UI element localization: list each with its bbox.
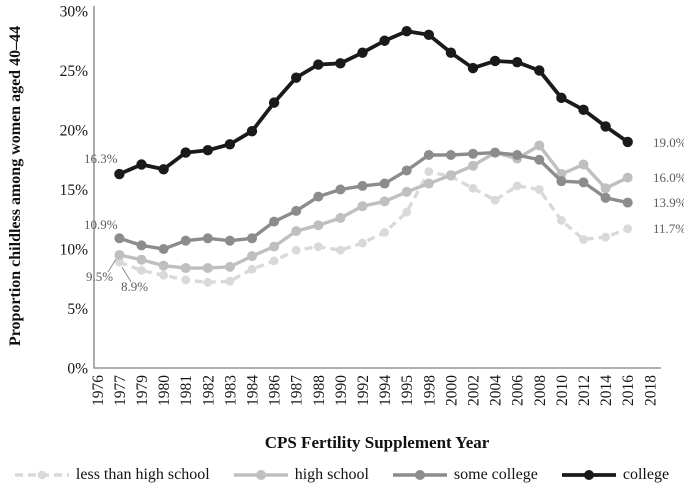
x-axis-tick-labels: 1976 1977 1979 1980 1981 1982 1983 1984 1986 1987… xyxy=(90,375,659,406)
svg-text:1995: 1995 xyxy=(399,375,416,406)
legend: less than high school high school some col… xyxy=(0,466,684,484)
legend-line-swatch-icon xyxy=(392,470,447,480)
legend-item-college: college xyxy=(561,466,670,484)
svg-text:1976: 1976 xyxy=(90,375,107,406)
svg-text:2006: 2006 xyxy=(510,375,527,406)
svg-text:1982: 1982 xyxy=(200,375,217,406)
series-some-college xyxy=(114,147,633,254)
value-annotations: 16.3% 10.9% 9.5% 8.9% 19.0% 16.0% 13.9% 11.7% xyxy=(84,135,684,294)
legend-item-some-college: some college xyxy=(392,466,538,484)
y-axis-tick-labels: 0% 5% 10% 15% 20% 25% 30% xyxy=(60,4,89,378)
svg-text:1988: 1988 xyxy=(311,375,328,406)
legend-label: college xyxy=(622,466,670,483)
legend-item-less-than-high-school: less than high school xyxy=(14,466,210,484)
annotation-leader-line xyxy=(107,258,117,273)
svg-text:5%: 5% xyxy=(67,301,88,318)
svg-text:1980: 1980 xyxy=(156,375,173,406)
annotation-label: 16.3% xyxy=(84,151,118,166)
svg-text:2016: 2016 xyxy=(620,375,637,406)
svg-text:15%: 15% xyxy=(60,182,89,199)
svg-text:20%: 20% xyxy=(60,123,89,140)
svg-text:1983: 1983 xyxy=(222,375,239,406)
svg-text:2012: 2012 xyxy=(576,375,593,406)
svg-text:1979: 1979 xyxy=(134,375,151,406)
svg-text:1992: 1992 xyxy=(355,375,372,406)
series-high-school xyxy=(114,140,633,274)
series-less-than-high-school xyxy=(115,167,633,287)
svg-text:2018: 2018 xyxy=(642,375,659,406)
annotation-label: 16.0% xyxy=(653,170,684,185)
svg-text:1984: 1984 xyxy=(245,375,262,406)
legend-label: less than high school xyxy=(75,466,210,483)
svg-text:30%: 30% xyxy=(60,4,89,21)
svg-text:10%: 10% xyxy=(60,242,89,259)
legend-item-high-school: high school xyxy=(233,466,369,484)
legend-line-swatch-icon xyxy=(14,470,69,480)
legend-line-swatch-icon xyxy=(233,470,288,480)
svg-text:2014: 2014 xyxy=(598,375,615,406)
svg-text:2002: 2002 xyxy=(466,375,483,406)
svg-text:1981: 1981 xyxy=(178,375,195,406)
annotation-label: 13.9% xyxy=(653,195,684,210)
annotation-leader-line xyxy=(121,266,132,283)
annotation-label: 8.9% xyxy=(121,279,148,294)
svg-text:2010: 2010 xyxy=(554,375,571,406)
series-college xyxy=(114,26,633,180)
svg-text:1998: 1998 xyxy=(421,375,438,406)
svg-text:1987: 1987 xyxy=(289,375,306,406)
legend-label: some college xyxy=(453,466,538,483)
fertility-line-chart: 0%5%10%15%20%25%30%1976 1977 1979 1980 1981 1… xyxy=(60,4,684,407)
annotation-label: 11.7% xyxy=(653,221,684,236)
svg-text:1977: 1977 xyxy=(112,375,129,406)
svg-text:1994: 1994 xyxy=(377,375,394,406)
svg-text:1986: 1986 xyxy=(267,375,284,406)
svg-text:0%: 0% xyxy=(67,361,88,378)
svg-text:2004: 2004 xyxy=(488,375,505,406)
x-axis-title: CPS Fertility Supplement Year xyxy=(264,433,490,452)
svg-text:25%: 25% xyxy=(60,63,89,80)
annotation-label: 19.0% xyxy=(653,135,684,150)
y-axis-title: Proportion childless among women aged 40… xyxy=(7,25,24,347)
annotation-label: 10.9% xyxy=(84,217,118,232)
legend-label: high school xyxy=(294,466,369,483)
svg-text:2000: 2000 xyxy=(443,375,460,406)
svg-text:2008: 2008 xyxy=(532,375,549,406)
svg-text:1990: 1990 xyxy=(333,375,350,406)
legend-line-swatch-icon xyxy=(561,470,616,480)
annotation-label: 9.5% xyxy=(86,269,113,284)
